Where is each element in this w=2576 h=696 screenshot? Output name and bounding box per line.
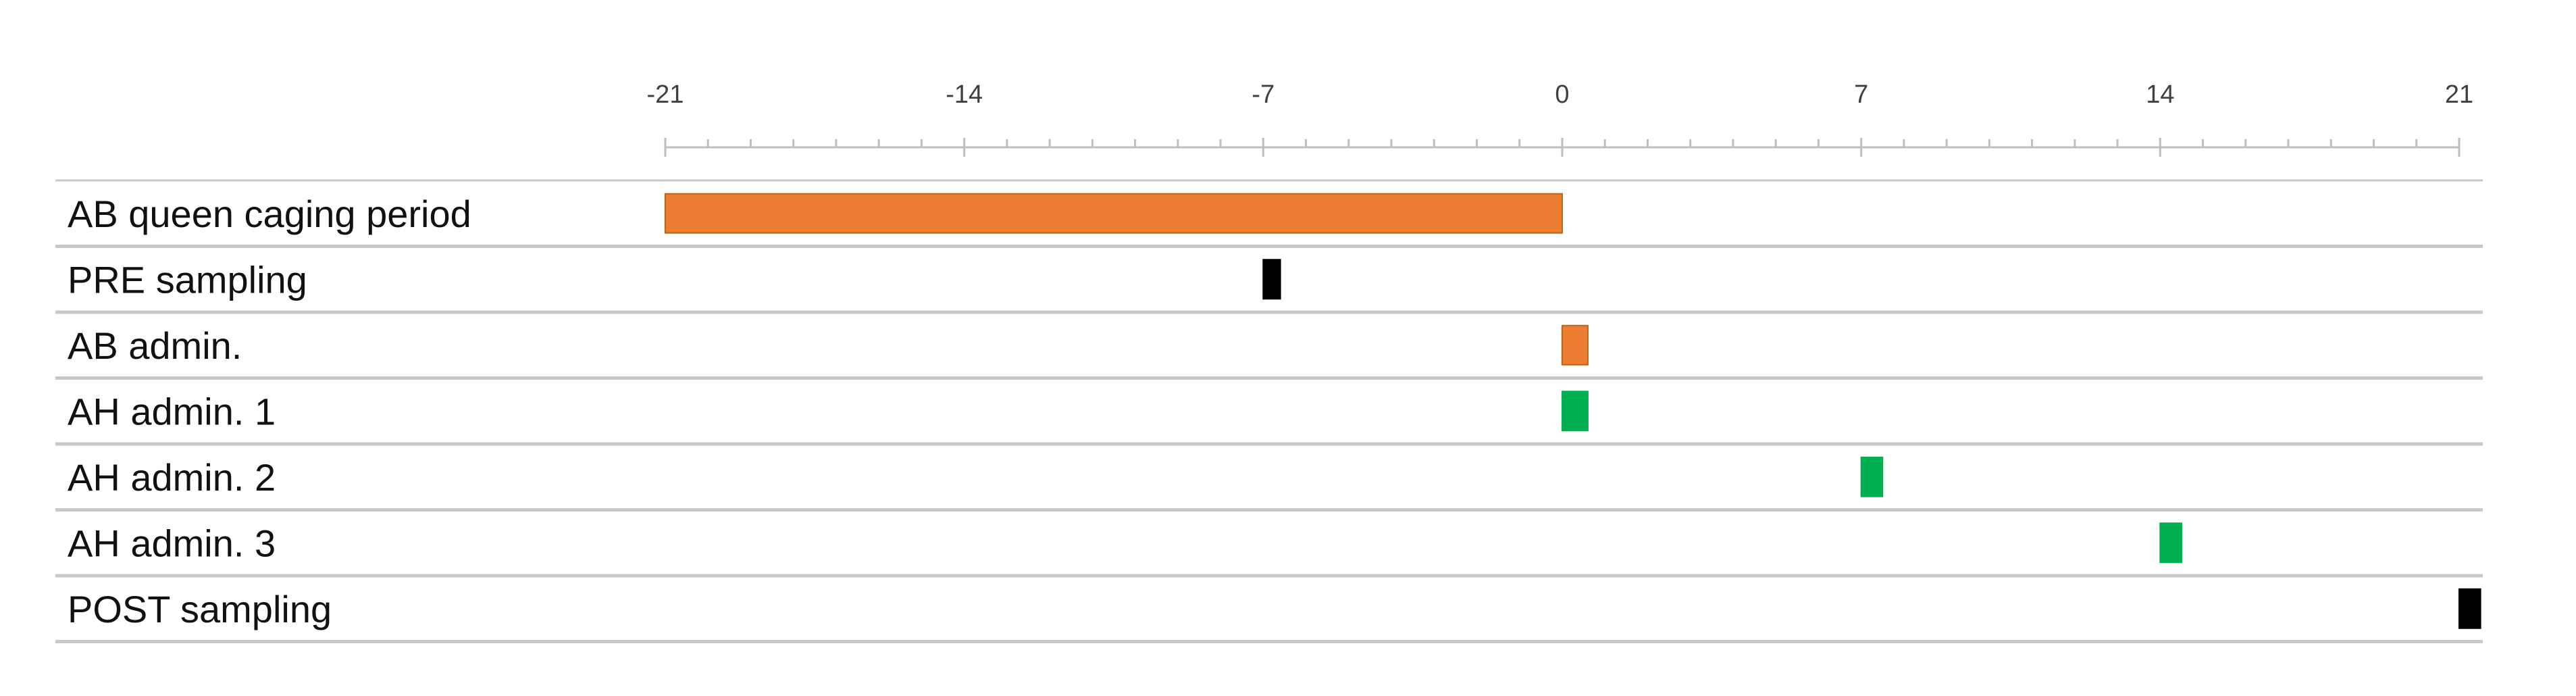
timeline-bars xyxy=(665,193,2481,629)
x-tick-label: 14 xyxy=(2146,80,2174,109)
x-tick-label: 21 xyxy=(2445,80,2473,109)
timeline-bar xyxy=(2159,522,2182,564)
row-labels: AB queen caging period PRE sampling AB adm… xyxy=(68,193,471,630)
x-tick-label: -21 xyxy=(647,80,684,109)
row-label: AH admin. 1 xyxy=(68,390,276,432)
timeline-bar xyxy=(1562,391,1589,432)
timeline-bar xyxy=(1860,456,1884,497)
timeline-bar xyxy=(2458,588,2481,629)
x-axis: -21 -14 -7 0 7 14 21 xyxy=(647,80,2473,157)
x-tick-label: -14 xyxy=(946,80,983,109)
timeline-bar xyxy=(1262,259,1281,300)
x-tick-label: 7 xyxy=(1854,80,1868,109)
row-label: POST sampling xyxy=(68,588,332,630)
row-label: AB admin. xyxy=(68,324,242,367)
row-label: PRE sampling xyxy=(68,258,307,301)
x-tick-label: 0 xyxy=(1555,80,1569,109)
timeline-bar xyxy=(1562,324,1589,366)
timeline-bar xyxy=(665,193,1563,234)
row-label: AH admin. 3 xyxy=(68,522,276,564)
row-label: AH admin. 2 xyxy=(68,456,276,499)
x-tick-label: -7 xyxy=(1252,80,1274,109)
row-label: AB queen caging period xyxy=(68,193,471,235)
row-lines xyxy=(55,179,2483,643)
